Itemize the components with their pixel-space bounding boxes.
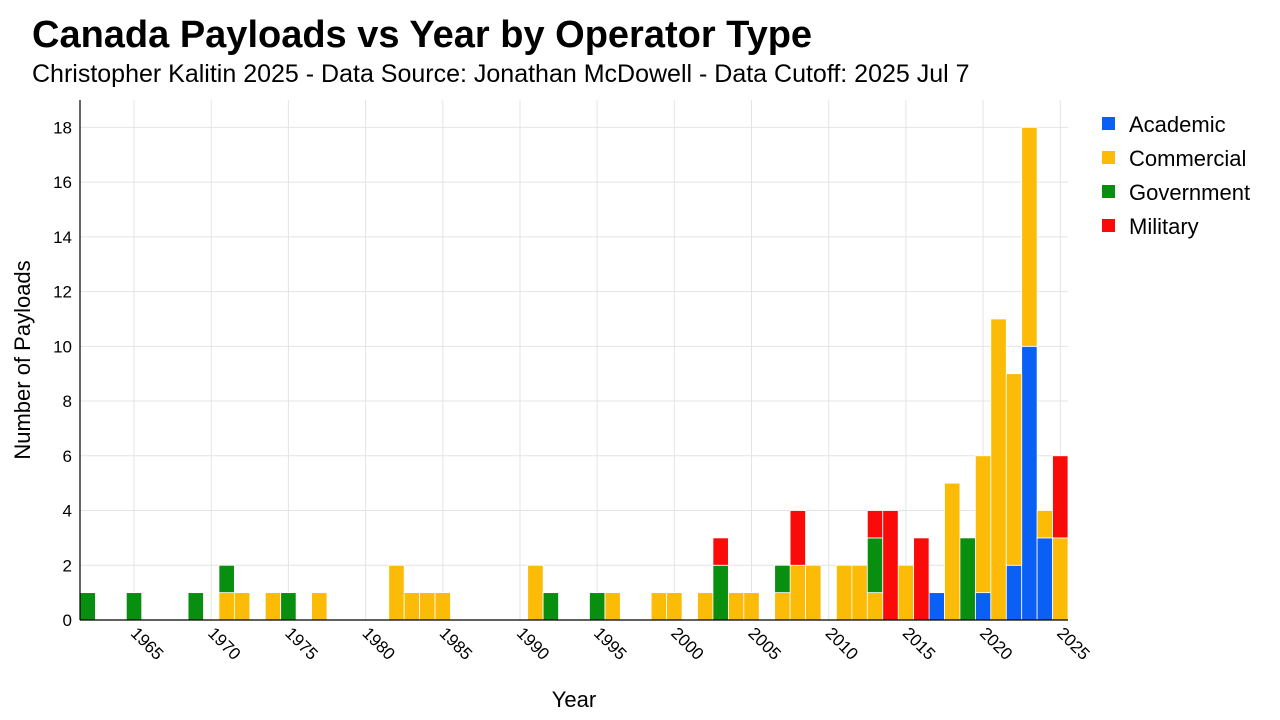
y-tick-label: 2 xyxy=(63,556,72,575)
bar xyxy=(789,564,806,621)
axes xyxy=(79,100,1068,621)
x-tick-label: 2025 xyxy=(1053,624,1093,664)
bar xyxy=(79,592,96,621)
bar xyxy=(1005,564,1023,621)
bar xyxy=(727,592,745,621)
x-tick-label: 1985 xyxy=(436,624,476,664)
x-tick-label: 1975 xyxy=(281,624,321,664)
bar xyxy=(913,537,930,621)
bar xyxy=(542,592,559,621)
y-tick-label: 18 xyxy=(53,118,72,137)
y-tick-label: 14 xyxy=(53,228,72,247)
bar xyxy=(1005,373,1023,566)
bar xyxy=(774,564,791,594)
bar xyxy=(974,592,992,621)
bar xyxy=(866,510,884,539)
bar xyxy=(712,537,729,566)
x-tick-label: 2015 xyxy=(899,624,939,664)
legend-swatch xyxy=(1102,219,1115,232)
bar xyxy=(1036,510,1053,539)
legend-swatch xyxy=(1102,185,1115,198)
bar xyxy=(774,592,791,621)
bar xyxy=(959,537,976,621)
bar xyxy=(944,482,961,621)
y-axis-label: Number of Payloads xyxy=(10,260,35,459)
bar xyxy=(666,592,683,621)
bar xyxy=(789,510,806,566)
bar xyxy=(897,564,915,621)
bar xyxy=(697,592,714,621)
x-tick-label: 1990 xyxy=(513,624,553,664)
bar xyxy=(311,592,328,621)
bar xyxy=(218,564,235,594)
x-tick-label: 2005 xyxy=(744,624,784,664)
legend-label: Military xyxy=(1129,214,1199,239)
legend-label: Academic xyxy=(1129,112,1226,137)
bar xyxy=(388,564,405,621)
legend-label: Government xyxy=(1129,180,1250,205)
legend-swatch xyxy=(1102,151,1115,164)
bar xyxy=(1052,455,1069,539)
y-tick-labels: 0 2 4 6 8 10 12 14 16 18 xyxy=(53,118,72,630)
bar xyxy=(866,592,884,621)
y-tick-label: 4 xyxy=(63,502,72,521)
bar xyxy=(1036,537,1053,621)
bar xyxy=(604,592,621,621)
x-axis-label: Year xyxy=(552,687,596,712)
x-tick-label: 1995 xyxy=(590,624,630,664)
bar xyxy=(650,592,668,621)
bar xyxy=(866,537,884,594)
x-tick-label: 2020 xyxy=(976,624,1016,664)
chart-subtitle: Christopher Kalitin 2025 - Data Source: … xyxy=(32,60,970,88)
x-tick-label: 1965 xyxy=(127,624,167,664)
x-tick-label: 2000 xyxy=(667,624,707,664)
bar xyxy=(125,592,143,621)
bar xyxy=(187,592,204,621)
bar xyxy=(218,592,235,621)
bar xyxy=(419,592,436,621)
bar xyxy=(836,564,853,621)
bar xyxy=(805,564,822,621)
legend-swatch xyxy=(1102,117,1115,130)
bar xyxy=(1021,126,1038,347)
bar xyxy=(990,318,1007,621)
bar xyxy=(233,592,251,621)
bar xyxy=(712,564,729,621)
y-tick-label: 10 xyxy=(53,337,72,356)
bar xyxy=(1021,345,1038,621)
bar xyxy=(280,592,297,621)
bar xyxy=(928,592,945,621)
x-tick-label: 1980 xyxy=(359,624,399,664)
y-tick-label: 0 xyxy=(63,611,72,630)
bar xyxy=(527,564,544,621)
x-tick-label: 1970 xyxy=(204,624,244,664)
x-tick-label: 2010 xyxy=(822,624,862,664)
bar xyxy=(264,592,282,621)
y-tick-label: 6 xyxy=(63,447,72,466)
bar xyxy=(589,592,606,621)
bars xyxy=(79,126,1069,621)
x-tick-labels: 1965 1970 1975 1980 1985 1990 1995 2000 2005 2010… xyxy=(127,624,1093,664)
bar xyxy=(851,564,868,621)
y-tick-label: 8 xyxy=(63,392,72,411)
bar xyxy=(434,592,451,621)
bar xyxy=(743,592,760,621)
bar xyxy=(403,592,421,621)
legend-label: Commercial xyxy=(1129,146,1246,171)
legend: Academic Commercial Government Military xyxy=(1102,112,1250,239)
bar xyxy=(1052,537,1069,621)
y-tick-label: 16 xyxy=(53,173,72,192)
bar xyxy=(974,455,992,594)
chart-title: Canada Payloads vs Year by Operator Type xyxy=(32,14,813,56)
y-tick-label: 12 xyxy=(53,283,72,302)
bar xyxy=(882,510,899,621)
